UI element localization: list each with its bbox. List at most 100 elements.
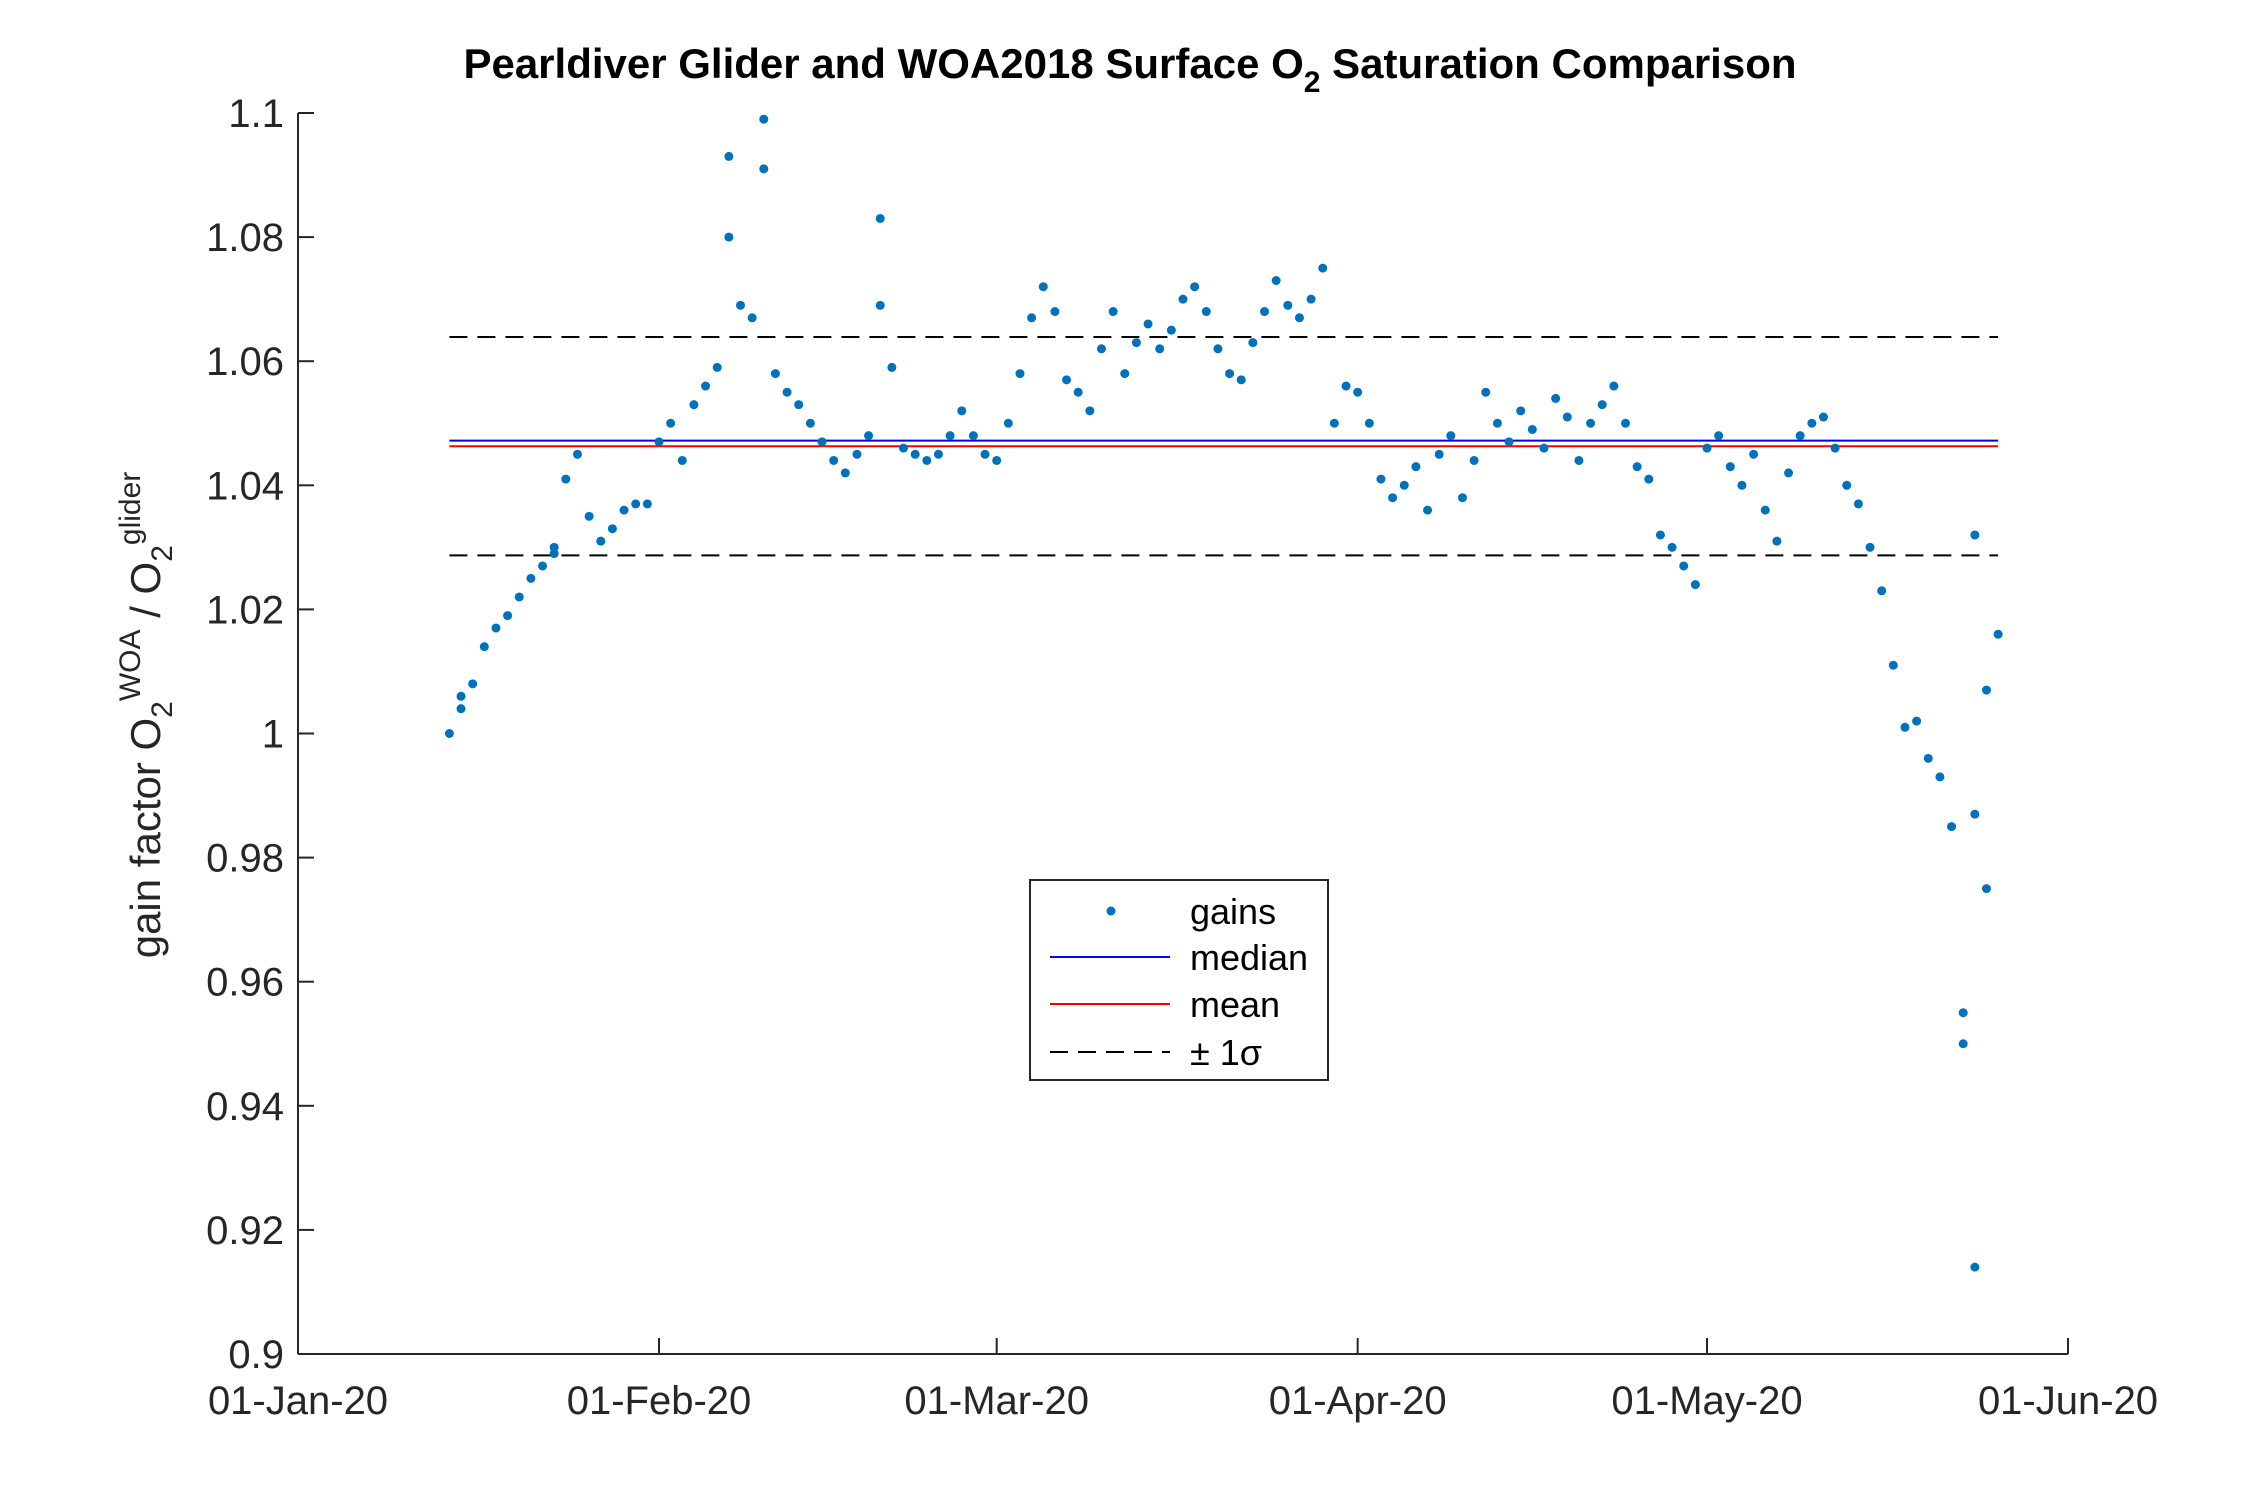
gain-point	[1201, 307, 1211, 317]
gain-point	[538, 561, 548, 571]
y-tick-label: 0.94	[206, 1085, 284, 1129]
gain-point	[782, 387, 792, 397]
gain-point	[1481, 387, 1491, 397]
gain-point	[444, 729, 454, 738]
gain-point	[1283, 300, 1293, 310]
gain-point	[1667, 542, 1677, 552]
y-axis-label-mid: / O	[122, 562, 169, 630]
gain-point	[1166, 325, 1176, 335]
x-tick-label: 01-May-20	[1611, 1379, 1802, 1423]
gain-point	[1609, 381, 1619, 391]
gain-point	[677, 455, 687, 465]
gain-point	[712, 362, 722, 372]
gain-point	[1434, 449, 1444, 459]
x-tick-label: 01-Jun-20	[1978, 1379, 2158, 1423]
gain-point	[1865, 542, 1875, 552]
gain-point	[631, 499, 641, 509]
gain-point	[829, 455, 839, 465]
gain-point	[1364, 418, 1374, 428]
gain-point	[887, 362, 897, 372]
gain-point	[1492, 418, 1502, 428]
y-axis-label-prefix: gain factor O	[122, 718, 169, 958]
y-axis-label-sup1: WOA	[114, 629, 147, 701]
gain-point	[1574, 455, 1584, 465]
legend-label-median: median	[1190, 937, 1308, 978]
gain-point	[689, 400, 699, 410]
gain-point	[1271, 276, 1281, 286]
gain-point	[491, 623, 501, 633]
y-tick-label: 0.98	[206, 837, 284, 881]
gain-point	[1958, 1008, 1968, 1018]
gain-point	[1877, 586, 1887, 596]
gain-point	[1469, 455, 1479, 465]
gain-point	[1725, 462, 1735, 472]
y-axis-label-sub1: 2	[146, 701, 179, 718]
gain-point	[724, 151, 734, 161]
gain-point	[1772, 536, 1782, 546]
gain-point	[1225, 369, 1235, 379]
gain-point	[1096, 344, 1106, 354]
gain-point	[922, 455, 932, 465]
gain-point	[899, 443, 909, 453]
gain-point	[1981, 685, 1991, 695]
gain-point	[1539, 443, 1549, 453]
gain-point	[619, 505, 629, 515]
y-tick-label: 0.96	[206, 961, 284, 1005]
gain-point	[759, 164, 769, 174]
gain-point	[468, 679, 478, 689]
gain-point	[1760, 505, 1770, 515]
gain-point	[1027, 313, 1037, 323]
gain-point	[1411, 462, 1421, 472]
y-axis-label-sub2: 2	[146, 545, 179, 562]
gain-point	[1527, 424, 1537, 434]
gain-point	[1830, 443, 1840, 453]
gain-point	[1143, 319, 1153, 329]
y-tick-label: 0.9	[228, 1333, 284, 1377]
gain-point	[770, 369, 780, 379]
gain-point	[1947, 822, 1957, 832]
gain-point	[968, 431, 978, 441]
legend-box	[1029, 879, 1329, 1081]
gain-point	[456, 704, 466, 714]
gain-point	[584, 511, 594, 521]
gain-point	[875, 300, 885, 310]
chart-title-main: Pearldiver Glider and WOA2018 Surface O	[463, 40, 1303, 87]
gain-point	[1155, 344, 1165, 354]
legend-label-sigma: ± 1σ	[1190, 1032, 1262, 1073]
y-tick-label: 1	[262, 713, 284, 757]
gain-point	[1970, 1262, 1980, 1272]
gain-point	[1353, 387, 1363, 397]
gain-point	[1120, 369, 1130, 379]
gain-point	[1260, 307, 1270, 317]
gain-point	[1388, 493, 1398, 503]
x-tick-label: 01-Apr-20	[1269, 1379, 1447, 1423]
gain-point	[1516, 406, 1526, 416]
gain-point	[817, 437, 827, 447]
gain-point	[1923, 753, 1933, 763]
gain-point	[1108, 307, 1118, 317]
gain-point	[1702, 443, 1712, 453]
y-axis-label-group: gain factor O2WOA / O2glider	[114, 472, 179, 959]
gain-point	[1935, 772, 1945, 782]
y-tick-label: 1.02	[206, 588, 284, 632]
gain-point	[1900, 722, 1910, 732]
gain-point	[1248, 338, 1258, 348]
gain-point	[549, 549, 559, 559]
gain-point	[794, 400, 804, 410]
legend-label-mean: mean	[1190, 984, 1280, 1025]
gain-point	[933, 449, 943, 459]
gain-point	[1632, 462, 1642, 472]
gain-point	[526, 573, 536, 583]
axes: 0.9 0.92 0.94 0.96 0.98 1 1.02 1.04 1.06 1.08 1.1 0…	[206, 92, 2158, 1423]
y-tick-label: 1.08	[206, 216, 284, 260]
gain-point	[572, 449, 582, 459]
gain-point	[1597, 400, 1607, 410]
data-points	[444, 114, 2003, 1272]
gain-point	[736, 300, 745, 310]
gain-point	[1504, 437, 1514, 447]
gain-point	[1062, 375, 1072, 385]
gain-point	[1912, 716, 1922, 726]
y-axis-label: gain factor O2WOA / O2glider	[114, 472, 179, 959]
legend-gains-marker	[1106, 906, 1116, 916]
